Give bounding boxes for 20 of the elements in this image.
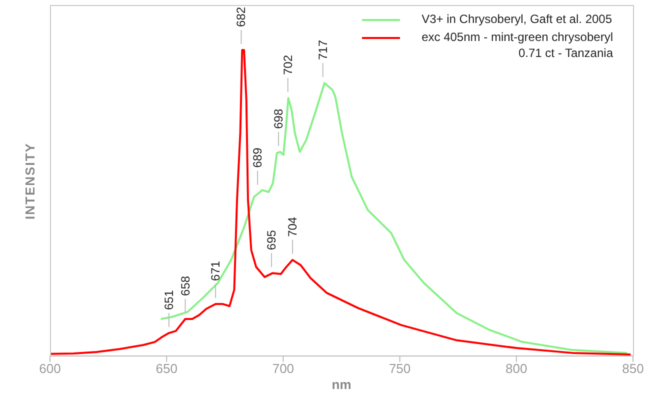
annotation: 702: [280, 54, 295, 76]
x-tick-label: 600: [39, 361, 61, 376]
x-tick-label: 650: [156, 361, 178, 376]
x-tick-label: 750: [388, 361, 411, 376]
annotation: 704: [286, 216, 300, 237]
legend-label: V3+ in Chrysoberyl, Gaft et al. 2005: [422, 11, 612, 27]
legend-label: exc 405nm - mint-green chrysoberyl 0.71 ct - Tanzania: [422, 29, 613, 61]
x-tick-label: 700: [272, 361, 294, 376]
annotation: 717: [316, 40, 330, 60]
annotation: 658: [178, 276, 192, 296]
annotation: 698: [272, 108, 286, 129]
annotation: 671: [208, 260, 223, 281]
x-tick-label: 850: [622, 361, 644, 376]
x-tick-label: 800: [506, 361, 528, 376]
annotation: 651: [162, 290, 176, 310]
annotation: 689: [250, 147, 265, 168]
annotation: 695: [264, 230, 279, 250]
x-axis-title: nm: [330, 377, 352, 392]
y-axis-title: INTENSITY: [22, 142, 38, 219]
annotation: 682: [234, 6, 248, 27]
